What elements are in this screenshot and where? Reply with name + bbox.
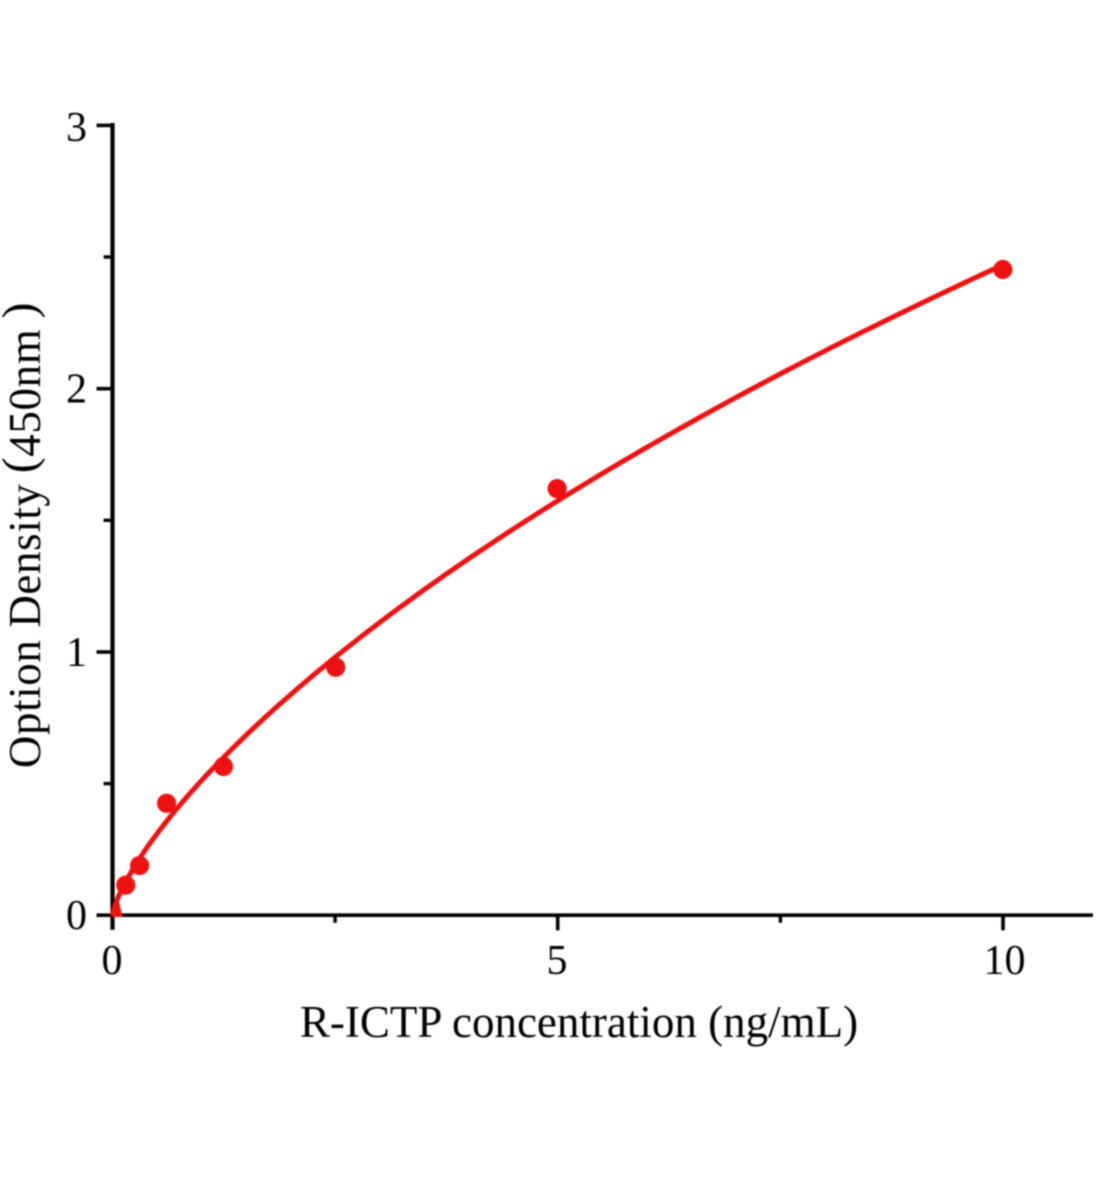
svg-text:0: 0 bbox=[66, 893, 87, 939]
svg-text:0: 0 bbox=[102, 938, 123, 984]
svg-text:1: 1 bbox=[66, 630, 87, 676]
svg-text:5: 5 bbox=[547, 938, 568, 984]
svg-text:R-ICTP concentration (ng/mL): R-ICTP concentration (ng/mL) bbox=[300, 997, 858, 1047]
svg-text:3: 3 bbox=[66, 105, 87, 151]
svg-text:2: 2 bbox=[66, 367, 87, 413]
svg-text:10: 10 bbox=[984, 938, 1026, 984]
svg-text:Option Density (450nm ): Option Density (450nm ) bbox=[0, 302, 50, 768]
